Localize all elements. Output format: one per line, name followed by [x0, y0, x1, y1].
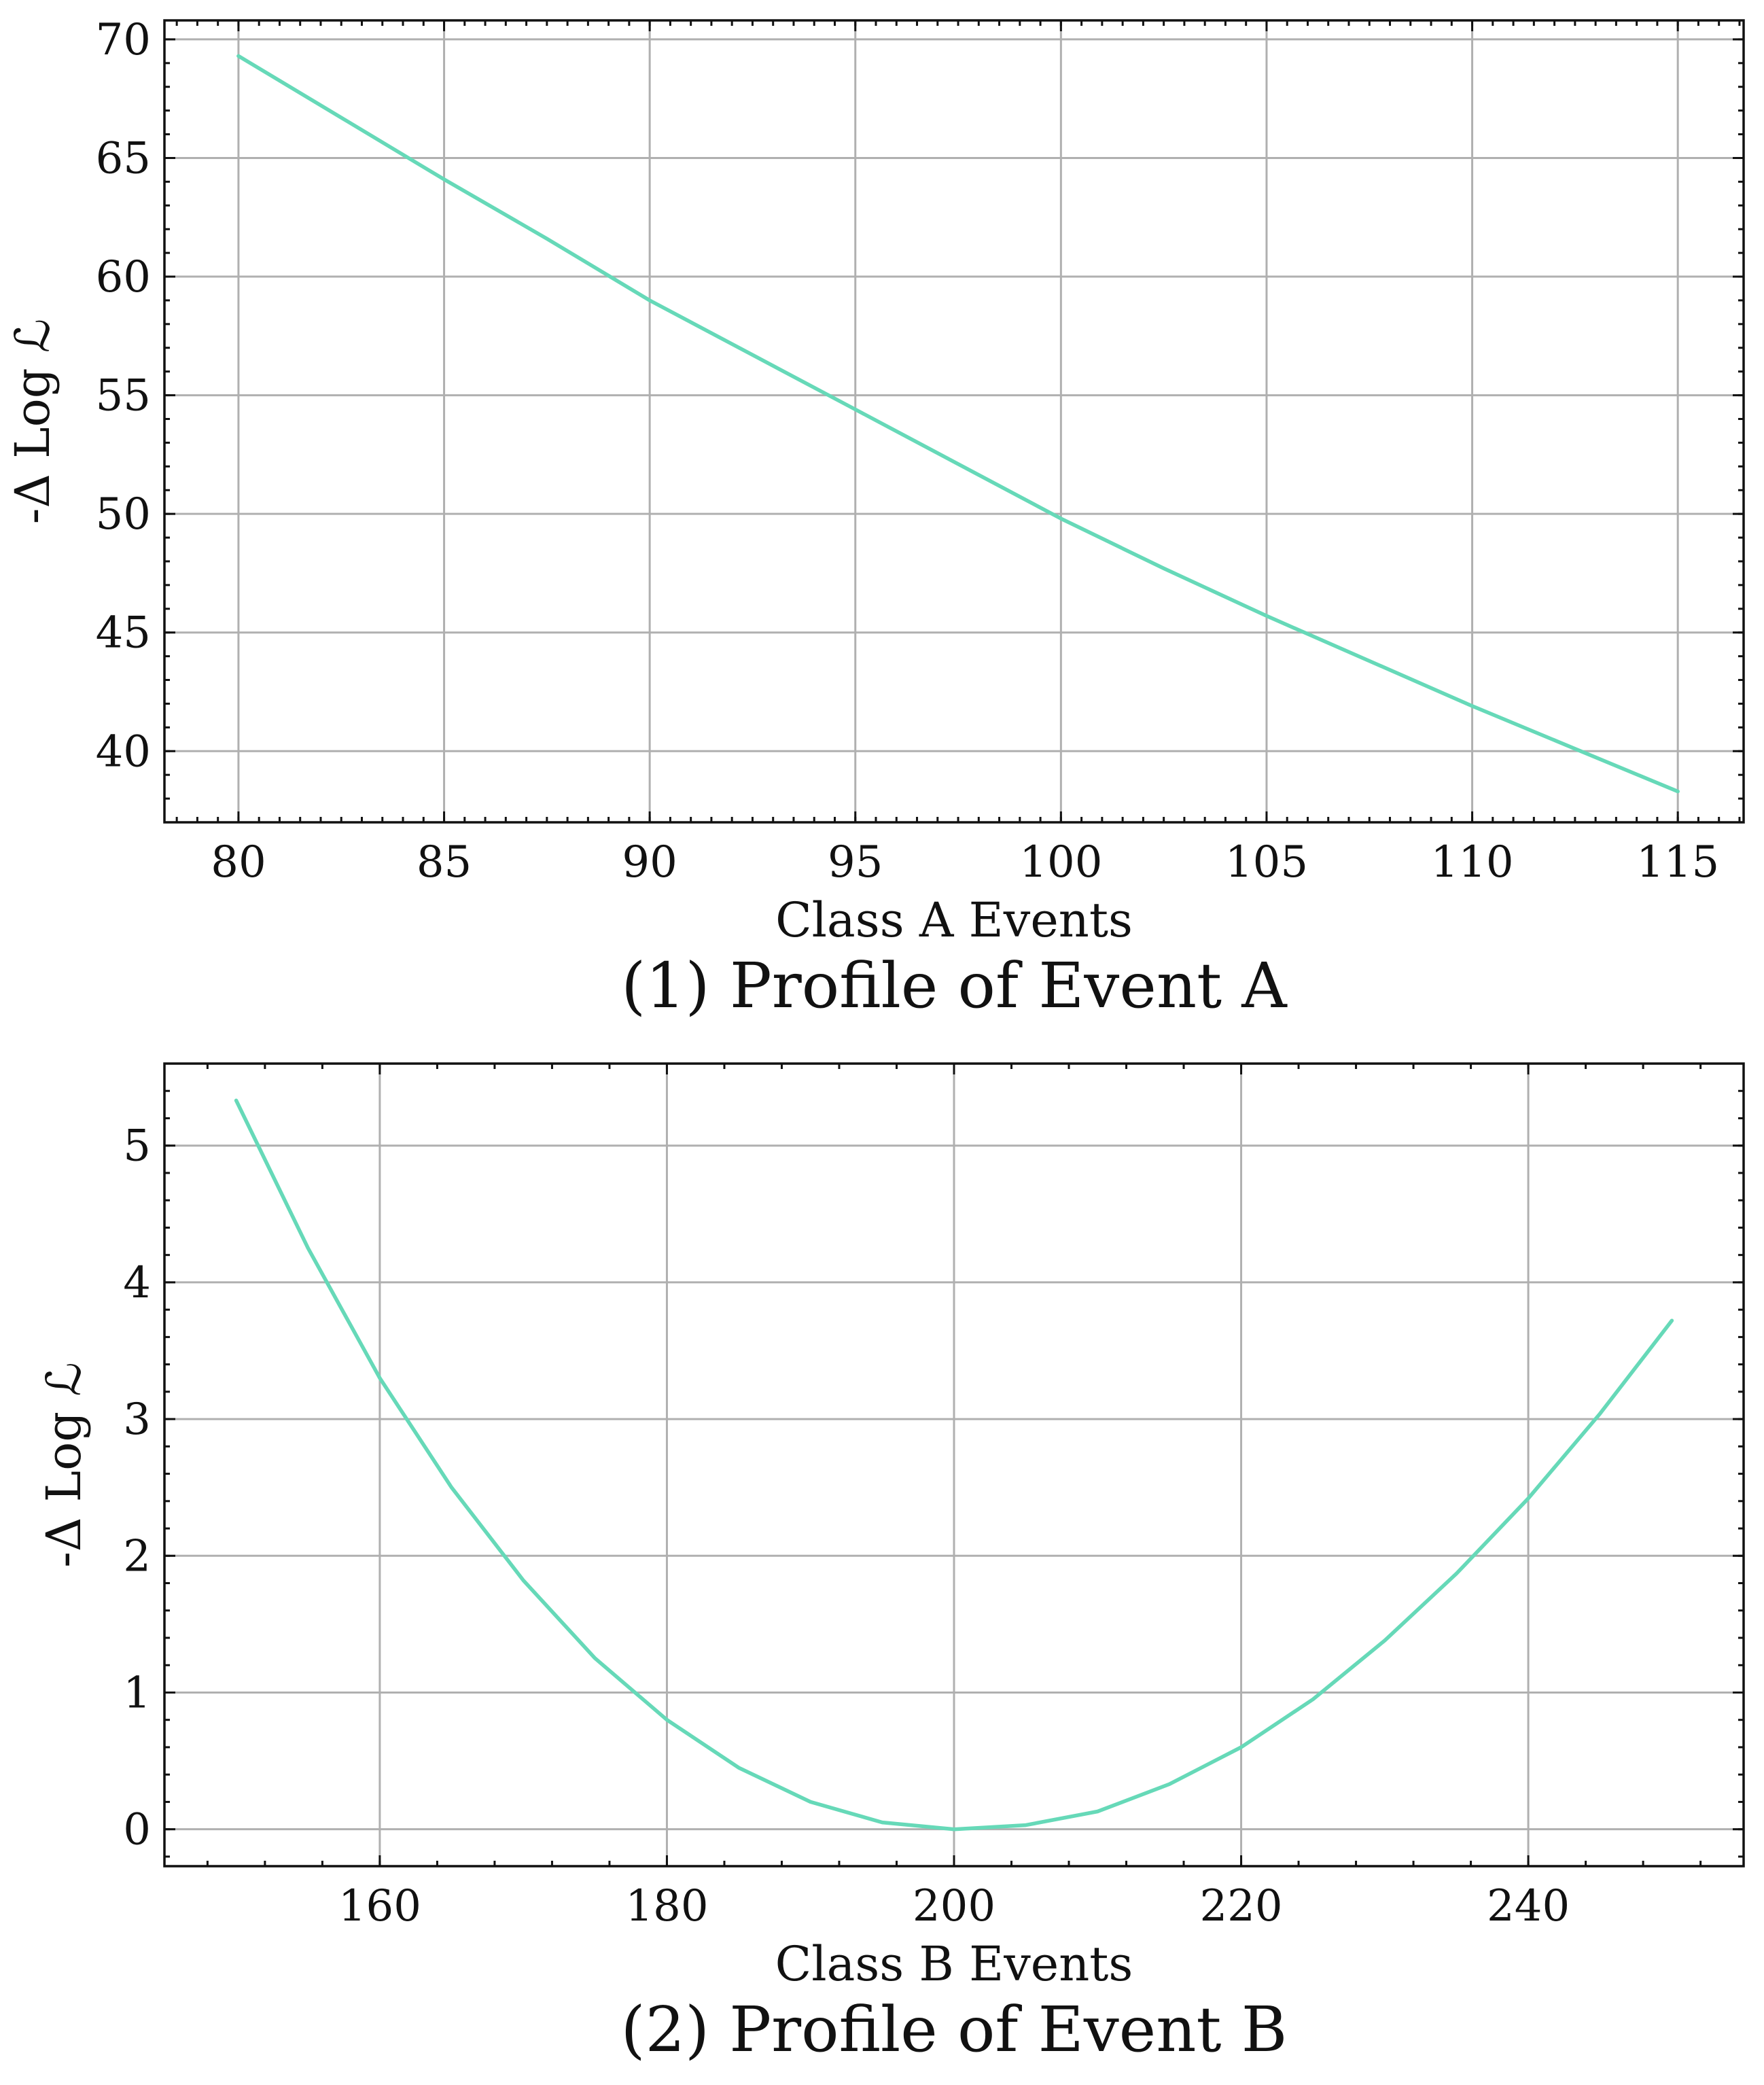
plot-frame — [163, 1062, 1745, 1868]
panel-caption: (1) Profile of Event A — [621, 949, 1288, 1022]
y-tick-label: 70 — [96, 15, 151, 65]
y-tick-label: 60 — [96, 252, 151, 302]
x-tick-label: 105 — [1225, 837, 1308, 888]
profile-line-event-b — [234, 1098, 1674, 1832]
gridlines — [164, 20, 1744, 822]
x-tick-label: 90 — [622, 837, 677, 888]
x-tick-label: 115 — [1636, 837, 1719, 888]
y-tick-labels: 0 1 2 3 4 5 — [123, 1121, 151, 1855]
y-tick-label: 45 — [96, 608, 151, 659]
y-axis-label: -Δ Log ℒ — [5, 319, 60, 525]
y-axis-label: -Δ Log ℒ — [36, 1362, 92, 1568]
x-tick-labels: 160 180 200 220 240 — [338, 1881, 1570, 1931]
x-axis-label: Class B Events — [775, 1936, 1133, 1992]
gridlines — [164, 1064, 1744, 1866]
y-tick-label: 55 — [96, 371, 151, 421]
tick-marks — [164, 20, 1744, 824]
x-tick-label: 200 — [913, 1881, 995, 1931]
x-axis-label: Class A Events — [775, 892, 1133, 948]
x-tick-label: 85 — [417, 837, 472, 888]
x-tick-label: 220 — [1199, 1881, 1282, 1931]
y-tick-label: 50 — [96, 489, 151, 540]
y-tick-label: 65 — [96, 133, 151, 183]
x-tick-label: 95 — [828, 837, 883, 888]
profile-line-event-a — [236, 54, 1680, 794]
x-tick-label: 160 — [338, 1881, 421, 1931]
y-tick-label: 1 — [123, 1668, 151, 1718]
x-tick-label: 180 — [625, 1881, 708, 1931]
y-tick-label: 3 — [123, 1395, 151, 1445]
y-tick-label: 0 — [123, 1805, 151, 1855]
y-tick-labels: 40 45 50 55 60 65 70 — [96, 15, 151, 777]
panel-event-a: 80 85 90 95 100 105 110 115 40 45 50 55 60 65 70 Clas… — [5, 15, 1745, 1022]
y-tick-label: 4 — [123, 1258, 151, 1308]
x-tick-label: 240 — [1487, 1881, 1570, 1931]
panel-caption: (2) Profile of Event B — [621, 1993, 1288, 2066]
x-tick-label: 80 — [211, 837, 266, 888]
y-tick-label: 2 — [123, 1531, 151, 1581]
y-tick-label: 5 — [123, 1121, 151, 1172]
x-tick-label: 110 — [1430, 837, 1513, 888]
x-tick-label: 100 — [1019, 837, 1102, 888]
y-tick-label: 40 — [96, 726, 151, 777]
panel-event-b: 160 180 200 220 240 0 1 2 3 4 5 Class B Events -Δ… — [36, 1062, 1745, 2066]
plot-frame — [163, 19, 1745, 824]
x-tick-labels: 80 85 90 95 100 105 110 115 — [211, 837, 1719, 888]
